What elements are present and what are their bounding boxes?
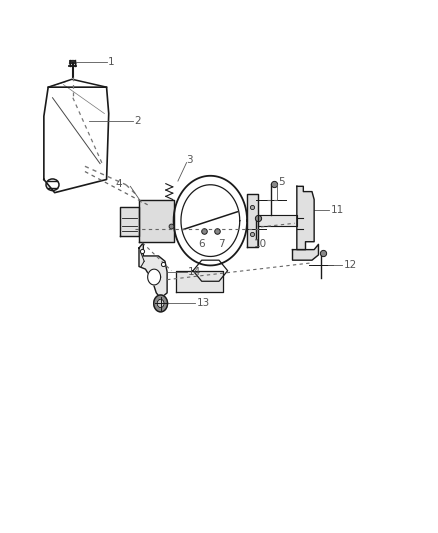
Text: 12: 12 [343, 261, 357, 270]
Text: 11: 11 [331, 205, 344, 215]
Polygon shape [247, 194, 258, 247]
Polygon shape [120, 207, 139, 237]
Text: 1: 1 [108, 57, 114, 67]
Polygon shape [148, 269, 161, 285]
Text: 3: 3 [187, 155, 193, 165]
Polygon shape [139, 243, 167, 298]
Polygon shape [154, 295, 168, 312]
Polygon shape [293, 244, 318, 260]
Polygon shape [176, 271, 223, 292]
Text: 5: 5 [279, 177, 285, 187]
Polygon shape [297, 187, 314, 249]
Polygon shape [258, 215, 297, 226]
Polygon shape [157, 299, 164, 308]
Text: 2: 2 [134, 116, 141, 126]
Text: 7: 7 [218, 239, 225, 249]
Text: 14: 14 [188, 267, 201, 277]
Text: 6: 6 [199, 239, 205, 249]
Text: 4: 4 [115, 179, 122, 189]
Text: 13: 13 [197, 298, 210, 309]
Text: 10: 10 [254, 239, 267, 249]
Polygon shape [139, 199, 173, 241]
